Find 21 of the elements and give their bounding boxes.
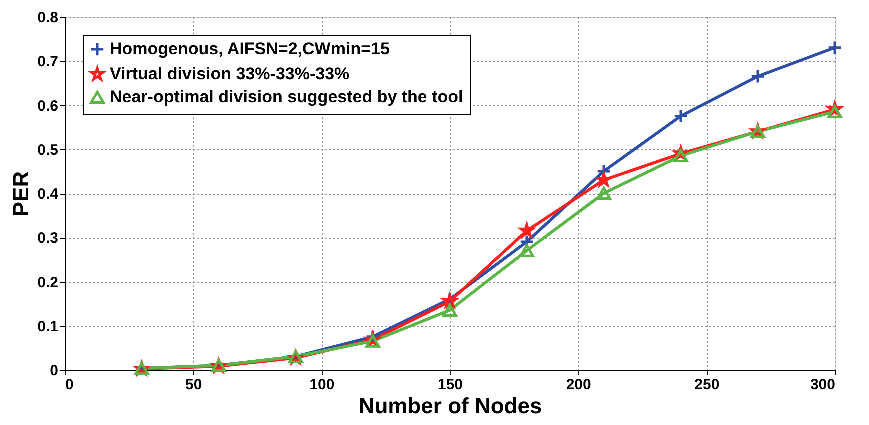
x-tick-label: 100	[310, 376, 335, 394]
y-tick-label: 0.4	[38, 186, 60, 203]
x-tick-label: 250	[694, 376, 720, 394]
x-tick-label: 150	[438, 376, 464, 394]
x-tick-label: 50	[185, 376, 202, 394]
x-tick-label: 0	[66, 376, 74, 394]
x-tick-label: 300	[810, 376, 836, 394]
y-tick-label: 0.6	[38, 98, 58, 115]
y-axis-title: PER	[8, 171, 34, 217]
y-tick-label: 0.7	[38, 54, 58, 71]
y-tick-label: 0.3	[38, 230, 58, 248]
y-tick-label: 0.1	[38, 318, 58, 336]
y-tick-label: 0	[50, 362, 58, 380]
legend-label: Near-optimal division suggested by the tool	[110, 88, 464, 106]
legend-label: Virtual division 33%-33%-33%	[110, 64, 350, 84]
x-tick-label: 200	[566, 376, 592, 394]
x-axis-title: Number of Nodes	[358, 394, 542, 418]
y-tick-label: 0.8	[38, 10, 58, 26]
y-tick-label: 0.2	[38, 274, 58, 292]
legend-label: Homogenous, AIFSN=2,CWmin=15	[110, 40, 390, 58]
y-tick-label: 0.5	[38, 142, 58, 159]
